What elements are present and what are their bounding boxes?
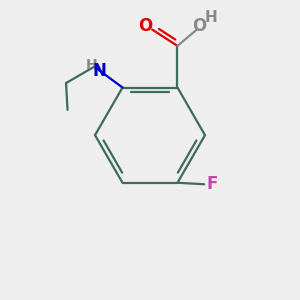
Text: N: N (93, 62, 106, 80)
Text: O: O (192, 17, 206, 35)
Text: O: O (139, 17, 153, 35)
Text: H: H (86, 58, 98, 72)
Text: H: H (205, 10, 218, 25)
Text: F: F (207, 175, 218, 193)
